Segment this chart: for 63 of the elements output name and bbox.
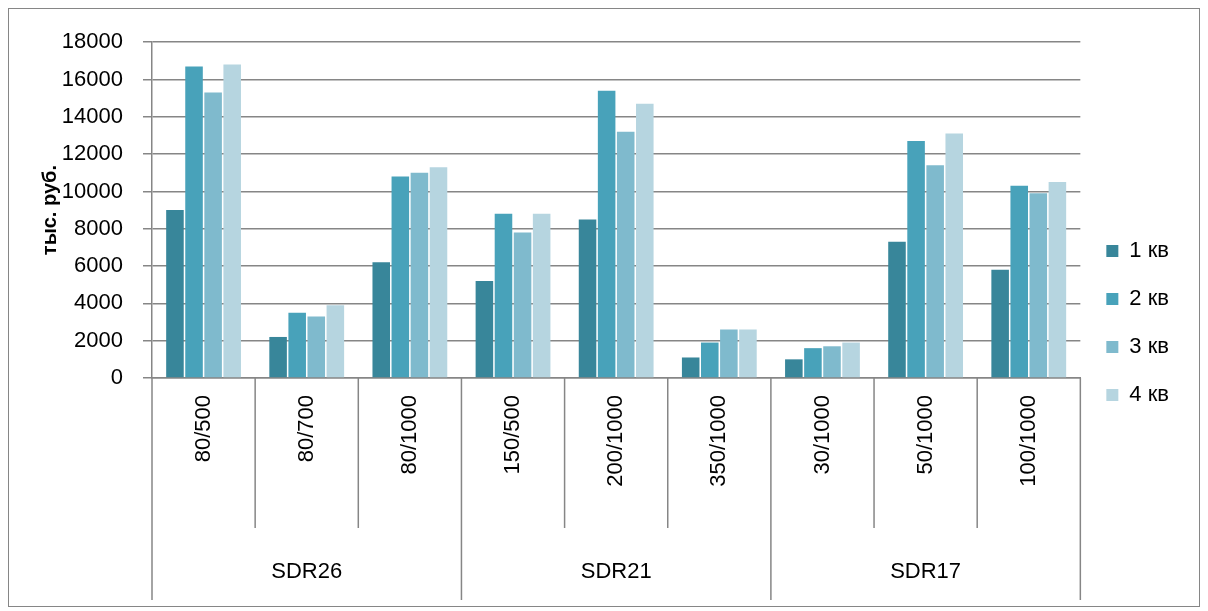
bar: [532, 213, 551, 378]
y-tick-label: 8000: [74, 214, 123, 240]
y-axis-title: тыс. руб.: [37, 165, 60, 256]
bar: [288, 312, 306, 378]
y-tick-label: 4000: [74, 289, 123, 315]
bar: [1010, 185, 1028, 378]
bar: [372, 262, 391, 378]
bar: [888, 241, 906, 378]
legend-label: 4 кв: [1129, 381, 1170, 407]
x-tick-label: 30/1000: [808, 395, 834, 475]
x-tick-label: 150/500: [499, 395, 525, 475]
bar: [223, 64, 241, 378]
y-tick-label: 12000: [61, 140, 123, 166]
text: SDR17: [890, 558, 962, 584]
bar: [926, 165, 944, 378]
x-tick-label: 50/1000: [911, 395, 937, 475]
y-tick-label: 10000: [61, 177, 123, 203]
bar: [739, 329, 757, 378]
bar: [429, 167, 448, 378]
legend-label: 1 кв: [1129, 237, 1170, 263]
bar: [204, 92, 222, 378]
bar: [945, 133, 964, 378]
x-tick-label: 350/1000: [705, 395, 731, 487]
bar: [1048, 182, 1067, 378]
bar: [907, 141, 925, 378]
bar: [785, 359, 803, 378]
bar: [616, 131, 635, 378]
bar: [513, 232, 532, 378]
y-tick-label: 6000: [74, 252, 123, 278]
y-tick-label: 0: [110, 364, 123, 390]
bar: [494, 213, 513, 378]
bar: [578, 219, 597, 378]
bar: [720, 329, 738, 378]
y-tick-label: 18000: [61, 28, 123, 54]
bar: [823, 346, 841, 378]
legend-label: 3 кв: [1129, 333, 1170, 359]
bar: [842, 342, 860, 378]
legend-label: 2 кв: [1129, 285, 1170, 311]
bar: [1029, 193, 1048, 378]
x-tick-label: 100/1000: [1014, 395, 1040, 487]
x-tick-label: 80/1000: [395, 395, 421, 475]
bar: [681, 357, 700, 378]
bar: [391, 176, 410, 378]
x-tick-label: 80/500: [189, 395, 215, 463]
bar: [804, 348, 822, 378]
bar: [597, 90, 616, 378]
x-tick-label: 80/700: [292, 395, 318, 463]
bar: [991, 269, 1009, 378]
bar: [185, 66, 203, 378]
bar: [307, 316, 326, 378]
bar: [410, 172, 429, 378]
y-tick-label: 2000: [74, 326, 123, 352]
bar: [326, 305, 345, 378]
bar: [701, 342, 719, 378]
text: SDR21: [580, 558, 652, 584]
bar: [269, 336, 287, 378]
y-tick-label: 14000: [61, 102, 123, 128]
text: SDR26: [271, 558, 343, 584]
bar: [636, 103, 654, 378]
y-tick-label: 16000: [61, 65, 123, 91]
bar: [475, 280, 494, 378]
x-tick-label: 200/1000: [602, 395, 628, 487]
bar: [166, 210, 184, 378]
